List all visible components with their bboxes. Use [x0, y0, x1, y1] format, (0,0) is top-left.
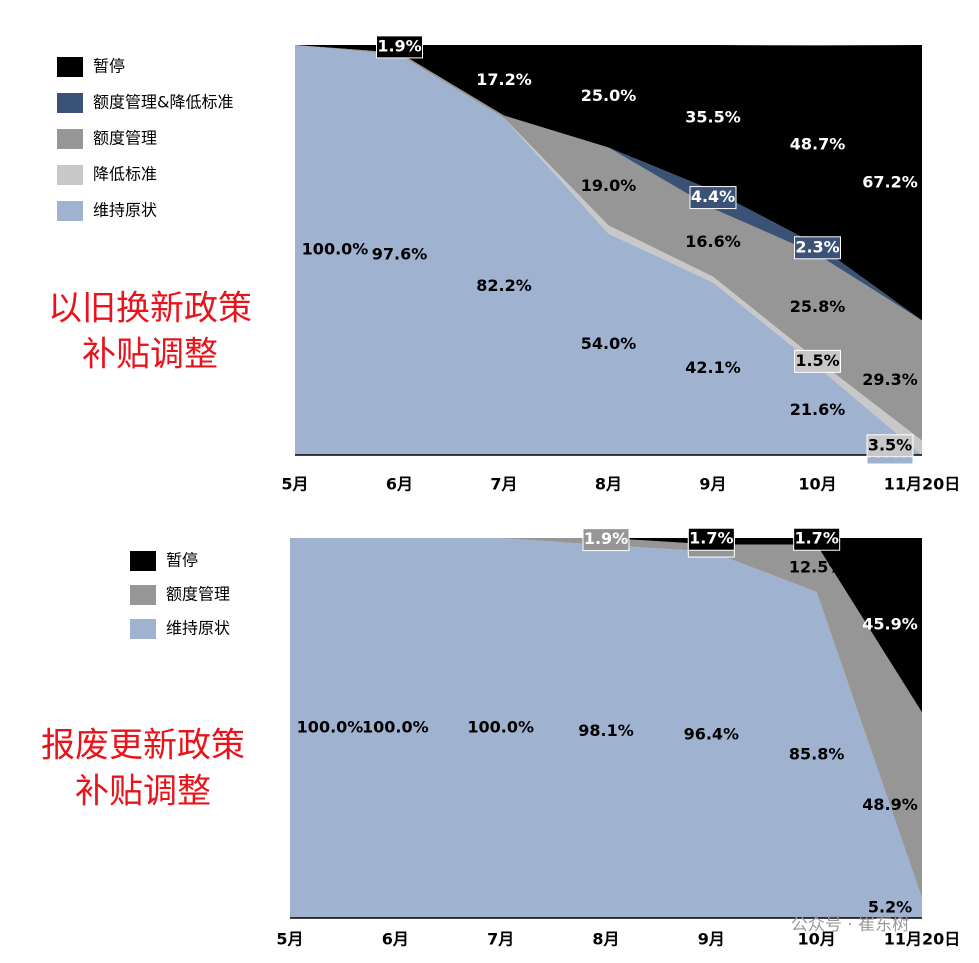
area: [290, 538, 922, 918]
annotation: 补贴调整: [82, 335, 218, 375]
value-label: 1.9%: [377, 36, 421, 55]
value-label: 100.0%: [362, 718, 429, 737]
legend-swatch: [130, 619, 156, 639]
x-tick-label: 6月: [382, 930, 409, 949]
value-label: 96.4%: [684, 724, 740, 743]
value-label: 3.5%: [868, 435, 912, 454]
annotation: 补贴调整: [75, 772, 211, 812]
value-label: 85.8%: [789, 744, 845, 763]
value-label: 2.3%: [795, 237, 839, 256]
value-label: 67.2%: [862, 172, 918, 191]
value-label: 4.4%: [691, 187, 735, 206]
legend-swatch: [57, 93, 83, 113]
label-box: [793, 527, 841, 551]
x-tick-label: 7月: [490, 475, 517, 494]
value-label: 5.2%: [868, 898, 912, 917]
x-tick-label: 8月: [592, 930, 619, 949]
area: [295, 45, 922, 455]
value-label: 12.5%: [789, 558, 845, 577]
value-label: 48.9%: [862, 795, 918, 814]
legend-label: 额度管理: [166, 585, 230, 604]
x-tick-label: 10月: [798, 475, 836, 494]
label-box: [582, 528, 630, 552]
x-tick-label: 9月: [699, 475, 726, 494]
legend-label: 额度管理&降低标准: [93, 93, 233, 112]
legend-swatch: [57, 201, 83, 221]
value-label: 17.2%: [476, 70, 532, 89]
x-tick-label: 11月20日: [884, 475, 961, 494]
value-label: 82.2%: [476, 276, 532, 295]
legend-label: 维持原状: [166, 619, 230, 638]
value-label: 97.6%: [372, 244, 428, 263]
value-label: 29.3%: [862, 370, 918, 389]
label-box: [794, 236, 841, 260]
legend-label: 维持原状: [93, 201, 157, 220]
x-tick-label: 7月: [487, 930, 514, 949]
legend-label: 暂停: [93, 57, 125, 76]
value-label: 25.8%: [790, 297, 846, 316]
value-label: 19.0%: [581, 176, 637, 195]
legend-swatch: [130, 585, 156, 605]
watermark: 公众号 · 崔东树: [791, 915, 909, 935]
label-box: [866, 434, 914, 458]
value-label: 98.1%: [578, 721, 634, 740]
x-tick-label: 5月: [276, 930, 303, 949]
value-label: 1.7%: [689, 529, 733, 548]
x-tick-label: 9月: [698, 930, 725, 949]
legend-swatch: [57, 165, 83, 185]
legend-swatch: [130, 551, 156, 571]
legend-label: 降低标准: [93, 165, 157, 184]
area: [295, 45, 922, 321]
x-tick-label: 8月: [595, 475, 622, 494]
legend-swatch: [57, 129, 83, 149]
x-tick-label: 6月: [386, 475, 413, 494]
value-label: 42.1%: [685, 358, 741, 377]
area: [290, 538, 922, 713]
x-tick-label: 11月20日: [884, 930, 961, 949]
legend-label: 额度管理: [93, 129, 157, 148]
x-tick-label: 5月: [281, 475, 308, 494]
label-box: [376, 35, 423, 59]
value-label: 48.7%: [790, 135, 846, 154]
label-box: [689, 186, 737, 210]
value-label: 25.0%: [581, 86, 637, 105]
value-label: 100.0%: [297, 718, 364, 737]
value-label: 100.0%: [302, 240, 369, 259]
x-tick-label: 10月: [798, 930, 836, 949]
label-box: [794, 349, 841, 373]
legend-label: 暂停: [166, 551, 198, 570]
value-label: 54.0%: [581, 334, 637, 353]
value-label: 1.9%: [584, 529, 628, 548]
value-label: 1.7%: [794, 529, 838, 548]
label-box: [687, 527, 735, 551]
value-label: 100.0%: [467, 718, 534, 737]
legend-swatch: [57, 57, 83, 77]
value-label: 35.5%: [685, 107, 741, 126]
value-label: 45.9%: [862, 615, 918, 634]
value-label: 16.6%: [685, 232, 741, 251]
value-label: 21.6%: [790, 400, 846, 419]
value-label: 1.5%: [795, 351, 839, 370]
annotation: 以旧换新政策: [48, 289, 252, 329]
annotation: 报废更新政策: [41, 726, 245, 766]
